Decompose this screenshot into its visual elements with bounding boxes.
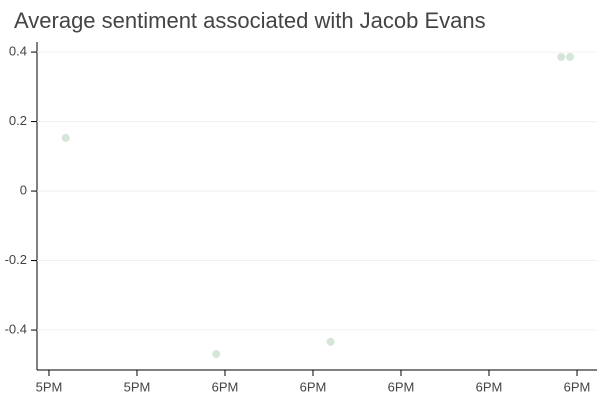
y-tick-label: -0.4 [5, 321, 27, 336]
x-tick-label: 6PM [388, 379, 415, 394]
point [557, 52, 566, 61]
point [326, 337, 335, 346]
x-tick-label: 6PM [300, 379, 327, 394]
x-tick-label: 5PM [124, 379, 151, 394]
y-tick-label: -0.2 [5, 252, 27, 267]
chart-title: Average sentiment associated with Jacob … [14, 8, 486, 33]
x-tick-label: 6PM [564, 379, 591, 394]
x-tick-label: 6PM [212, 379, 239, 394]
point [212, 350, 221, 359]
y-tick-label: 0.2 [9, 113, 27, 128]
point [565, 52, 574, 61]
y-tick-label: 0.4 [9, 44, 27, 59]
point [61, 133, 70, 142]
x-tick-label: 5PM [36, 379, 63, 394]
x-tick-label: 6PM [476, 379, 503, 394]
y-tick-label: 0 [20, 182, 27, 197]
